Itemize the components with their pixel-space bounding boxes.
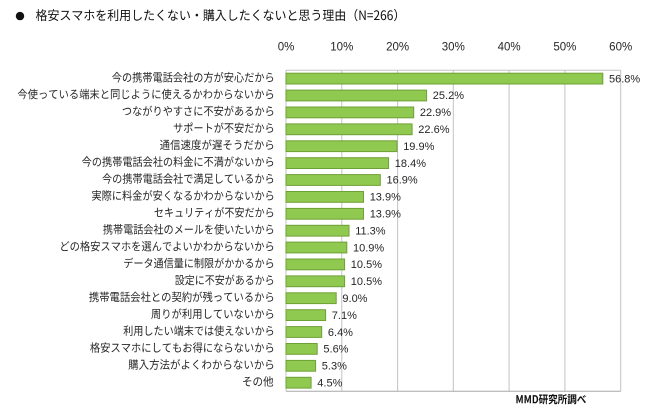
svg-text:22.6%: 22.6%	[418, 124, 449, 136]
svg-text:10%: 10%	[330, 42, 353, 54]
svg-text:7.1%: 7.1%	[332, 310, 357, 322]
svg-text:11.3%: 11.3%	[355, 225, 386, 237]
svg-text:13.9%: 13.9%	[370, 209, 401, 221]
svg-text:22.9%: 22.9%	[420, 107, 451, 119]
svg-text:30%: 30%	[442, 42, 465, 54]
svg-text:6.4%: 6.4%	[328, 327, 353, 339]
svg-text:5.3%: 5.3%	[322, 361, 347, 373]
svg-text:20%: 20%	[386, 42, 409, 54]
svg-text:10.5%: 10.5%	[351, 276, 382, 288]
svg-text:0%: 0%	[278, 42, 295, 54]
svg-text:60%: 60%	[609, 42, 632, 54]
svg-text:10.5%: 10.5%	[351, 259, 382, 271]
svg-text:40%: 40%	[498, 42, 521, 54]
svg-text:10.9%: 10.9%	[353, 242, 384, 254]
svg-text:5.6%: 5.6%	[323, 344, 348, 356]
svg-text:13.9%: 13.9%	[370, 192, 401, 204]
svg-text:4.5%: 4.5%	[317, 378, 342, 390]
svg-text:18.4%: 18.4%	[395, 158, 426, 170]
svg-text:56.8%: 56.8%	[609, 73, 640, 85]
svg-text:19.9%: 19.9%	[403, 141, 434, 153]
svg-text:16.9%: 16.9%	[387, 175, 418, 187]
svg-text:25.2%: 25.2%	[433, 90, 464, 102]
svg-text:9.0%: 9.0%	[342, 293, 367, 305]
svg-text:50%: 50%	[553, 42, 576, 54]
